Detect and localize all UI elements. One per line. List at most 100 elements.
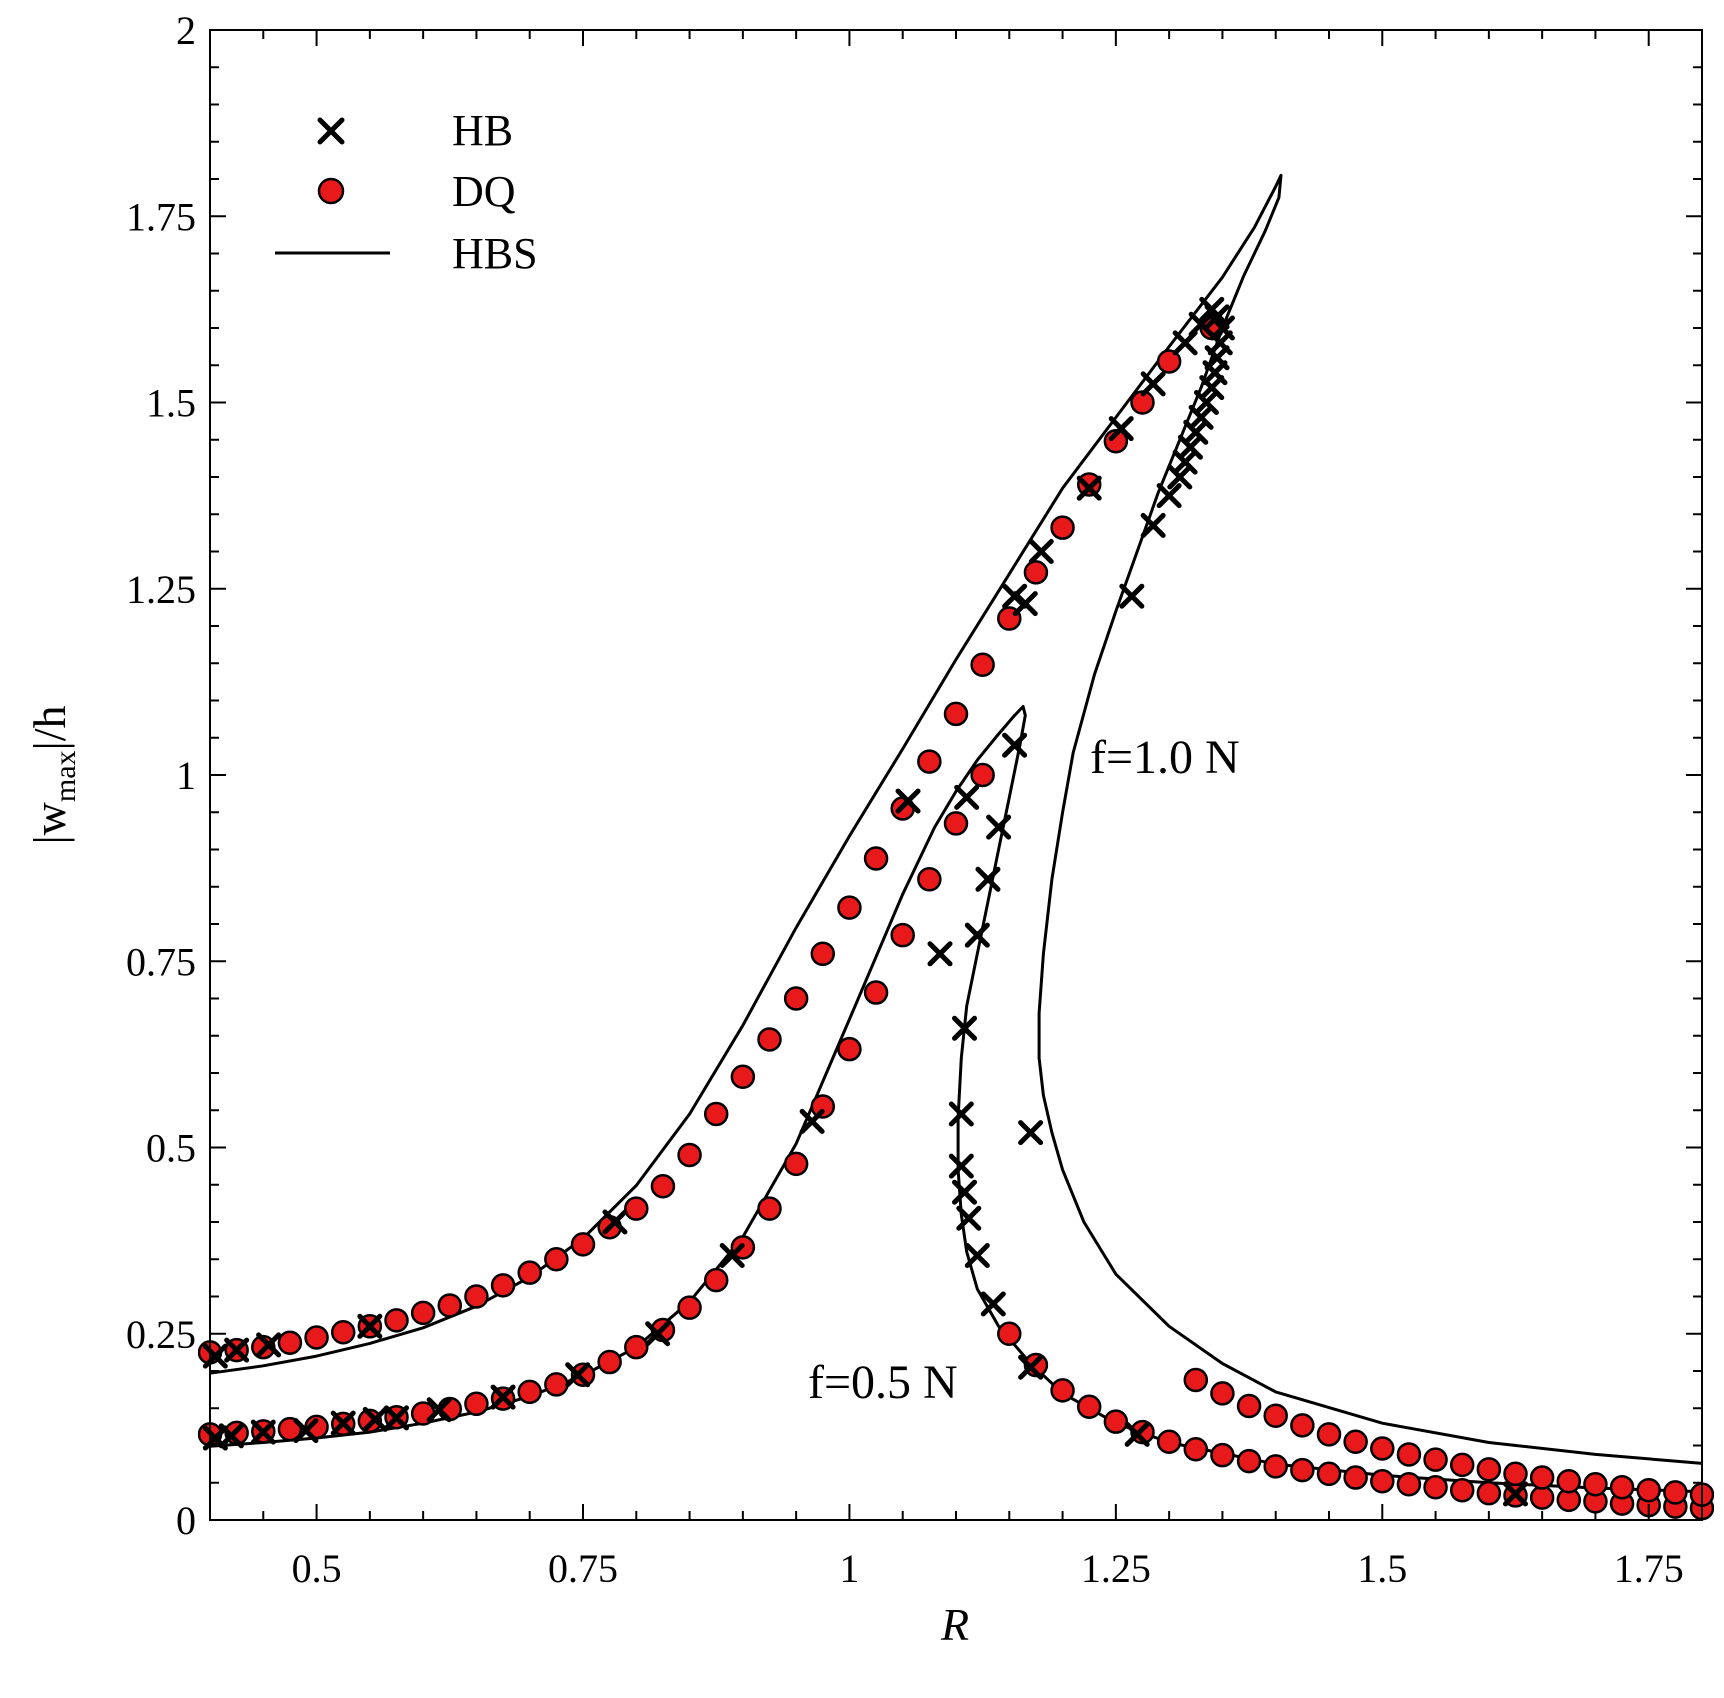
hb-point — [980, 1291, 1006, 1317]
dq-point — [703, 1101, 729, 1127]
dq-point — [1316, 1461, 1342, 1487]
dq-point — [863, 980, 889, 1005]
dq-point — [464, 1391, 489, 1417]
hb-point — [1108, 416, 1134, 442]
y-axis-label-tail: |/h — [24, 705, 75, 750]
dq-point — [650, 1173, 676, 1199]
y-axis-label-main: |w — [24, 801, 75, 844]
hb-point — [952, 1015, 978, 1041]
plot-area — [198, 173, 1714, 1521]
dq-point — [517, 1379, 542, 1405]
hb-point — [1183, 419, 1209, 445]
dq-point — [437, 1293, 463, 1318]
hb-point — [1156, 483, 1182, 509]
hb-point — [602, 1209, 628, 1235]
dq-point — [1636, 1477, 1661, 1503]
dq-point — [917, 749, 942, 774]
dq-point — [1103, 428, 1129, 454]
dq-point — [1476, 1457, 1502, 1482]
legend-dq-marker — [317, 177, 345, 205]
dq-point — [677, 1142, 702, 1168]
hb-point — [964, 922, 990, 948]
dq-point — [917, 867, 942, 892]
hb-point — [1188, 404, 1214, 430]
hb-point — [357, 1313, 383, 1339]
y-tick-label: 0.5 — [146, 1126, 196, 1171]
hb-point — [1028, 539, 1054, 564]
hb-point — [1503, 1481, 1528, 1507]
dq-point — [1236, 1448, 1262, 1474]
x-tick-label: 0.5 — [292, 1546, 342, 1591]
dq-point — [1556, 1469, 1582, 1494]
hb-point — [256, 1332, 282, 1358]
hb-point — [224, 1337, 250, 1363]
hb-point — [1012, 591, 1038, 617]
hb-point — [986, 814, 1012, 840]
dq-point — [970, 652, 995, 677]
dq-point — [1263, 1454, 1288, 1479]
dq-point — [1370, 1469, 1395, 1494]
hb-point — [954, 784, 980, 810]
annotation-f-1-0: f=1.0 N — [1090, 731, 1240, 784]
dq-point — [1156, 1429, 1182, 1455]
legend-hb-marker — [317, 117, 345, 145]
x-axis-label: R — [940, 1599, 969, 1650]
dq-point — [1423, 1447, 1448, 1472]
y-axis-label: |wmax|/h — [24, 705, 82, 844]
dq-point — [837, 895, 862, 920]
dq-point — [1609, 1474, 1635, 1500]
dq-point — [1210, 1442, 1235, 1468]
hb-point — [927, 941, 953, 967]
dq-point — [1290, 1457, 1315, 1483]
hb-point — [975, 866, 1001, 892]
hb-point — [218, 1423, 244, 1449]
dq-point — [1529, 1485, 1555, 1510]
x-tick-label: 1.25 — [1081, 1546, 1151, 1591]
dq-point — [570, 1362, 596, 1387]
dq-point — [384, 1308, 409, 1333]
plot-frame — [209, 29, 1703, 1521]
dq-point — [1449, 1477, 1475, 1503]
dq-point — [410, 1300, 436, 1326]
dq-point — [357, 1408, 383, 1434]
hb-point — [1076, 475, 1102, 501]
hb-point — [1018, 1354, 1044, 1380]
hb-point — [1188, 311, 1214, 337]
legend-hbs-label: HBS — [452, 229, 538, 278]
hb-point — [250, 1419, 276, 1445]
dq-point — [810, 941, 836, 967]
dq-point — [1183, 1436, 1209, 1462]
dq-point — [1183, 1367, 1209, 1393]
dq-point — [1343, 1465, 1368, 1490]
dq-point — [943, 811, 969, 836]
hb-point — [1002, 732, 1028, 758]
x-tick-label: 1.5 — [1357, 1546, 1407, 1591]
hb-point — [426, 1397, 452, 1423]
dq-point — [1370, 1436, 1395, 1461]
dq-point — [1529, 1465, 1555, 1490]
dq-point — [1396, 1442, 1422, 1467]
dq-point — [757, 1196, 782, 1221]
dq-point — [1423, 1474, 1448, 1500]
hb-point — [799, 1108, 825, 1134]
series-layer — [198, 173, 1714, 1521]
dq-point — [1210, 1381, 1235, 1406]
hb-point — [1124, 1421, 1150, 1447]
dq-point — [1263, 1403, 1288, 1428]
dq-point — [624, 1334, 649, 1360]
legend-hb-label: HB — [452, 106, 513, 155]
dq-point — [304, 1325, 329, 1350]
hb-point — [1140, 371, 1166, 397]
dq-point — [730, 1064, 756, 1089]
y-tick-label: 0.25 — [126, 1312, 196, 1357]
hb-point — [952, 1179, 978, 1205]
dq-point — [597, 1349, 622, 1375]
dq-point — [810, 1094, 836, 1119]
dq-point — [997, 1321, 1022, 1346]
dq-point — [1583, 1471, 1608, 1497]
dq-point — [1236, 1393, 1262, 1419]
annotation-f-0-5: f=0.5 N — [808, 1356, 958, 1409]
hb-point — [1193, 390, 1219, 415]
tick-layer: 0.5 0.75 1 1.25 1.5 1.75 0 0.25 0.5 0.75 1 1.25 1.5 1… — [126, 8, 1703, 1591]
